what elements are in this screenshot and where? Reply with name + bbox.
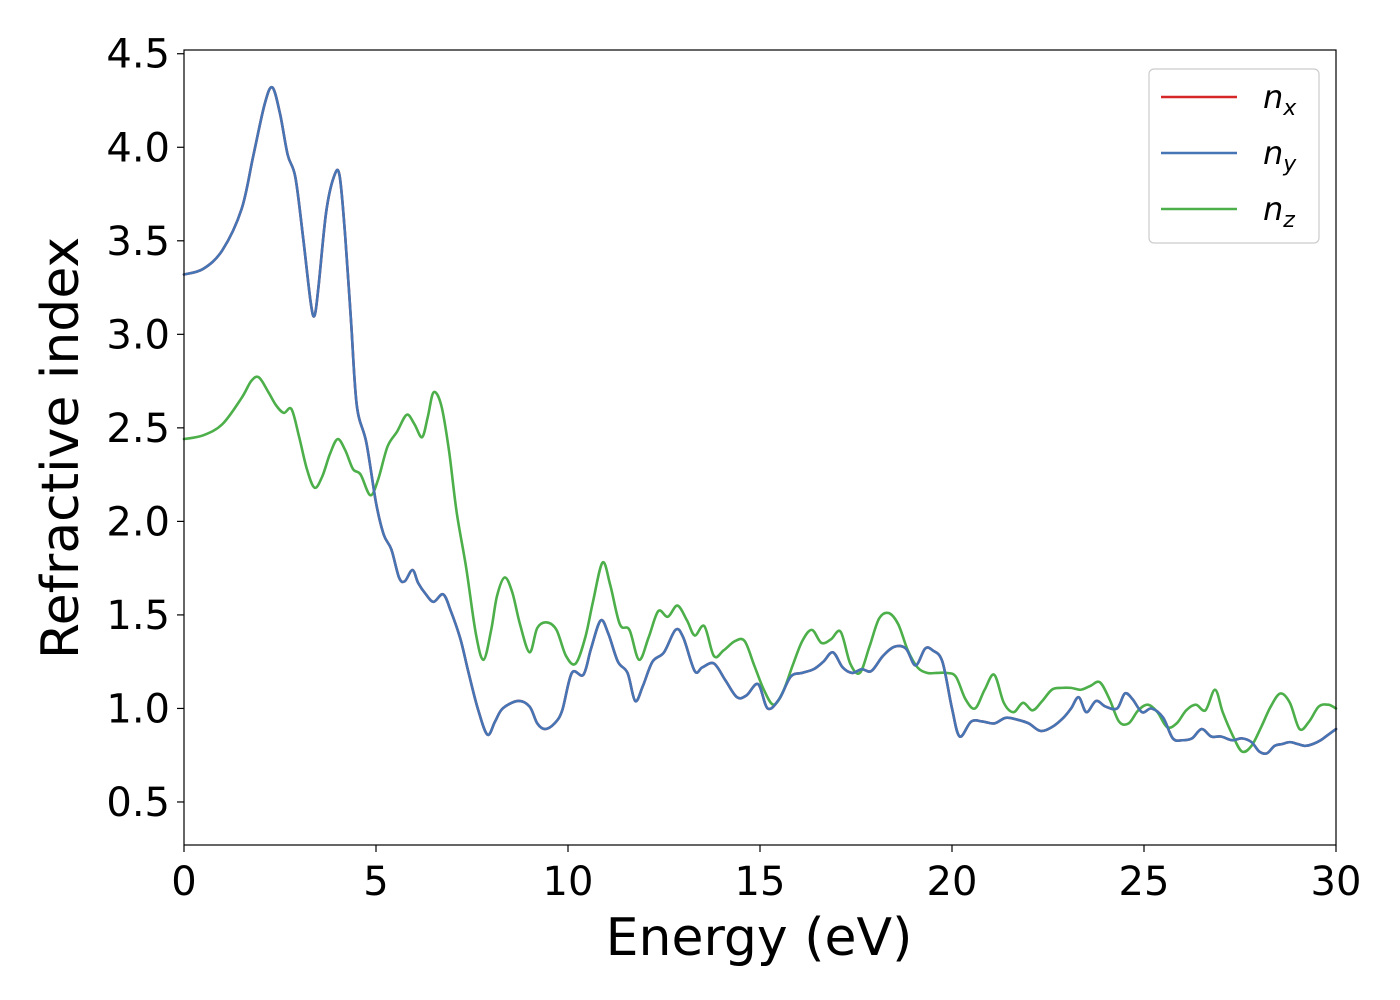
x-tick-label: 30 <box>1311 859 1362 905</box>
x-tick-label: 10 <box>543 859 594 905</box>
legend-box <box>1148 68 1320 244</box>
x-tick-label: 20 <box>927 859 978 905</box>
y-tick-label: 2.5 <box>106 406 170 452</box>
y-axis-label: Refractive index <box>31 237 91 659</box>
series-line-n-z <box>182 375 1338 754</box>
y-tick-label: 4.5 <box>106 32 170 78</box>
y-tick-label: 1.0 <box>106 686 170 732</box>
series-line-n-y <box>182 85 1338 756</box>
x-tick-label: 15 <box>735 859 786 905</box>
legend-label-base: n <box>1263 78 1283 116</box>
legend-label-subscript: y <box>1282 152 1297 177</box>
y-tick-label: 1.5 <box>106 593 170 639</box>
x-tick-label: 0 <box>171 859 196 905</box>
legend-label-subscript: x <box>1282 96 1297 121</box>
y-tick-label: 4.0 <box>106 125 170 171</box>
x-axis-label: Energy (eV) <box>606 908 913 968</box>
legend-label-n-z: nz <box>1263 190 1295 233</box>
x-axis: 0 5 10 15 20 25 30 <box>171 845 1361 905</box>
x-tick-label: 25 <box>1119 859 1170 905</box>
y-axis: 0.5 1.0 1.5 2.0 2.5 3.0 3.5 4.0 4.5 <box>106 32 184 826</box>
y-tick-label: 0.5 <box>106 780 170 826</box>
legend-label-n-x: nx <box>1263 78 1297 121</box>
legend-label-base: n <box>1263 190 1283 228</box>
legend-label-n-y: ny <box>1263 134 1297 177</box>
series-layer <box>182 85 1338 756</box>
legend-label-subscript: z <box>1282 208 1295 233</box>
y-tick-label: 2.0 <box>106 499 170 545</box>
x-tick-label: 5 <box>363 859 388 905</box>
legend-label-base: n <box>1263 134 1283 172</box>
y-tick-label: 3.0 <box>106 312 170 358</box>
y-tick-label: 3.5 <box>106 219 170 265</box>
